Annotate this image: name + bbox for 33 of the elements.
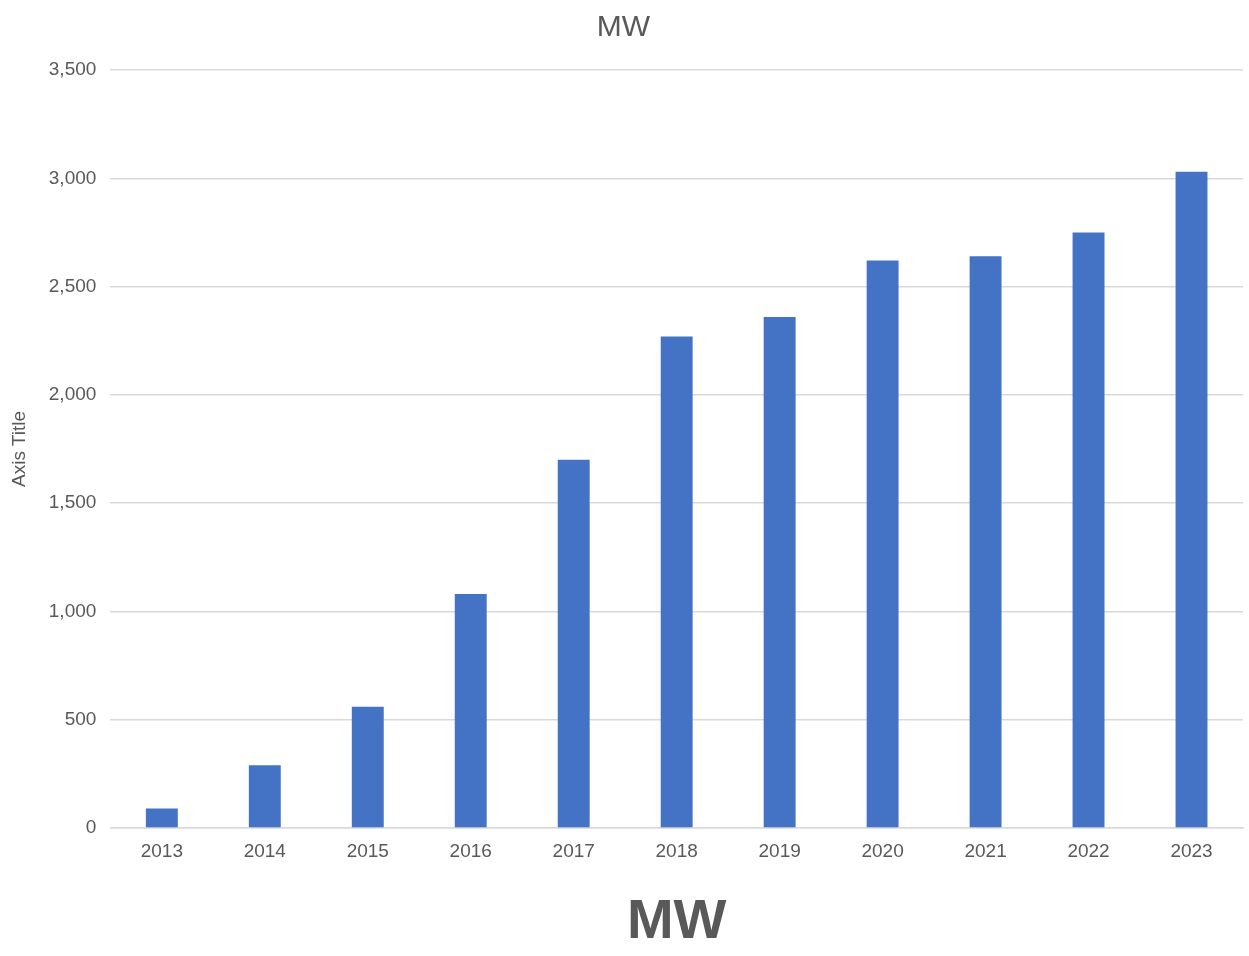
- chart-title: MW: [596, 9, 651, 43]
- bar: [454, 594, 487, 828]
- y-axis-title: Axis Title: [7, 410, 29, 488]
- bar: [1175, 171, 1208, 828]
- bar: [351, 706, 384, 828]
- bar: [660, 336, 693, 828]
- x-axis-title: MW: [626, 886, 727, 950]
- y-tick-label: 1,000: [48, 599, 97, 621]
- x-tick-label: 2019: [758, 839, 801, 861]
- x-tick-label: 2018: [655, 839, 698, 861]
- bar: [763, 316, 796, 828]
- y-tick-label: 2,000: [48, 383, 97, 405]
- y-tick-label: 2,500: [48, 274, 97, 296]
- bar: [969, 256, 1002, 828]
- x-tick-label: 2015: [346, 839, 389, 861]
- bar: [145, 808, 178, 828]
- x-tick-label: 2016: [449, 839, 492, 861]
- x-tick-label: 2022: [1067, 839, 1110, 861]
- y-tick-label: 0: [85, 816, 97, 838]
- bar: [866, 260, 899, 828]
- y-tick-label: 3,000: [48, 166, 97, 188]
- x-tick-label: 2013: [140, 839, 183, 861]
- y-tick-label: 1,500: [48, 491, 97, 513]
- bar: [557, 459, 590, 828]
- y-tick-label: 500: [64, 707, 97, 729]
- x-tick-label: 2017: [552, 839, 595, 861]
- y-tick-label: 3,500: [48, 58, 97, 80]
- x-tick-label: 2020: [861, 839, 904, 861]
- bar: [1072, 232, 1105, 828]
- x-tick-label: 2023: [1170, 839, 1213, 861]
- x-tick-label: 2014: [243, 839, 287, 861]
- x-tick-label: 2021: [964, 839, 1007, 861]
- bar: [248, 765, 281, 828]
